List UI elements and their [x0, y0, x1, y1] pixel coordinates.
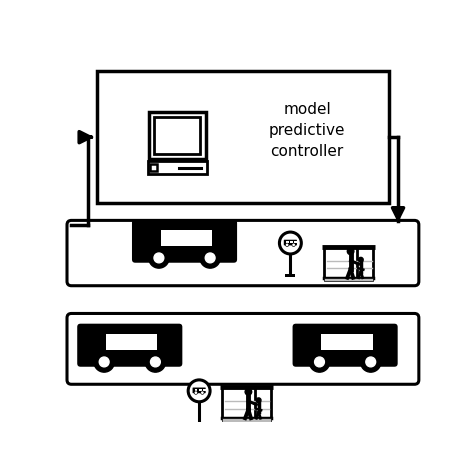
- Circle shape: [286, 244, 288, 246]
- Bar: [195, 389, 198, 391]
- Circle shape: [286, 244, 288, 246]
- Circle shape: [149, 248, 169, 268]
- Bar: [125, 334, 139, 350]
- FancyBboxPatch shape: [67, 313, 419, 384]
- FancyBboxPatch shape: [192, 388, 206, 393]
- Circle shape: [245, 389, 252, 395]
- Bar: [115, 334, 130, 350]
- Circle shape: [292, 244, 295, 246]
- Bar: [154, 117, 201, 154]
- FancyBboxPatch shape: [292, 324, 398, 367]
- Bar: [349, 334, 364, 350]
- Circle shape: [154, 253, 164, 263]
- Bar: [161, 230, 175, 246]
- Circle shape: [309, 352, 330, 372]
- Bar: [324, 278, 374, 282]
- Circle shape: [202, 392, 203, 393]
- Circle shape: [315, 357, 324, 367]
- FancyBboxPatch shape: [284, 240, 297, 246]
- Bar: [285, 274, 295, 277]
- Circle shape: [195, 392, 197, 393]
- Circle shape: [347, 248, 354, 255]
- Circle shape: [205, 253, 215, 263]
- Bar: [321, 334, 336, 350]
- Circle shape: [293, 244, 294, 246]
- Circle shape: [361, 352, 381, 372]
- Bar: [286, 241, 289, 243]
- Bar: [134, 334, 148, 350]
- FancyBboxPatch shape: [132, 219, 237, 263]
- FancyBboxPatch shape: [67, 220, 419, 286]
- Bar: [331, 334, 345, 350]
- Circle shape: [99, 357, 109, 367]
- Circle shape: [201, 392, 204, 394]
- Circle shape: [200, 248, 220, 268]
- Circle shape: [195, 392, 197, 394]
- Bar: [290, 241, 293, 243]
- Text: model
predictive
controller: model predictive controller: [269, 102, 346, 159]
- Bar: [358, 334, 373, 350]
- Circle shape: [256, 398, 261, 402]
- Bar: [222, 418, 271, 422]
- Bar: [198, 230, 212, 246]
- Circle shape: [151, 357, 160, 367]
- Bar: [149, 111, 206, 159]
- Circle shape: [145, 352, 165, 372]
- Bar: [294, 241, 297, 243]
- Bar: [340, 334, 355, 350]
- Bar: [203, 389, 206, 391]
- Bar: [147, 161, 207, 174]
- Bar: [179, 230, 194, 246]
- Bar: [188, 230, 203, 246]
- Circle shape: [366, 357, 376, 367]
- Bar: [194, 422, 204, 424]
- Circle shape: [358, 257, 363, 262]
- Bar: [97, 72, 389, 203]
- Circle shape: [94, 352, 114, 372]
- Bar: [143, 334, 157, 350]
- Circle shape: [188, 380, 210, 402]
- Bar: [150, 164, 157, 171]
- Bar: [170, 230, 184, 246]
- Circle shape: [279, 232, 301, 254]
- Bar: [106, 334, 121, 350]
- FancyBboxPatch shape: [77, 324, 182, 367]
- Bar: [199, 389, 201, 391]
